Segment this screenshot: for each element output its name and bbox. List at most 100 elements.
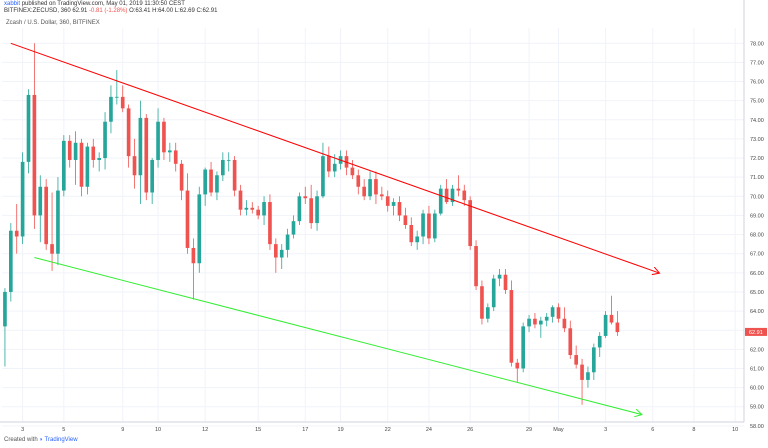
candle-body [115, 96, 119, 98]
trendline-upper [10, 42, 659, 273]
candle-body [132, 156, 137, 176]
y-tick-label: 74.00 [750, 118, 764, 124]
x-tick-label: 17 [302, 427, 308, 433]
x-tick-label: 8 [692, 427, 695, 433]
candle-body [603, 314, 608, 336]
y-tick-label: 76.00 [750, 80, 764, 86]
candle-body [120, 96, 125, 109]
candle-body [14, 230, 19, 237]
candle-body [244, 207, 249, 210]
y-tick-label: 62.00 [750, 347, 764, 353]
x-tick-label: 29 [526, 427, 532, 433]
candle-body [221, 159, 225, 176]
x-tick-label: 3 [21, 427, 24, 433]
candle-body [497, 274, 502, 279]
candle-body [321, 156, 325, 197]
candle-body [450, 188, 455, 203]
price-change: -0.81 (-1.28%) [89, 8, 128, 14]
publish-info: xabbit published on TradingView.com, May… [4, 1, 185, 7]
candle-body [150, 159, 154, 193]
candle-body [67, 140, 72, 160]
y-tick-label: 73.00 [750, 137, 764, 143]
tradingview-logo-icon: ◗ [39, 437, 43, 443]
candle-body [597, 335, 602, 348]
candle-body [85, 146, 90, 187]
candle-body [256, 209, 260, 216]
x-tick-label: 26 [467, 427, 473, 433]
x-tick-label: 6 [651, 427, 654, 433]
x-tick-label: 9 [121, 427, 124, 433]
footer-brand[interactable]: TradingView [44, 437, 78, 443]
candle-body [550, 307, 555, 317]
candle-body [374, 179, 378, 195]
candle-body [268, 202, 272, 245]
candle-body [586, 372, 590, 380]
candle-body [44, 186, 48, 245]
publish-details: published on TradingView.com, May 01, 20… [21, 1, 185, 7]
candle-body [521, 326, 525, 369]
y-tick-label: 69.00 [750, 213, 764, 219]
candle-body [138, 117, 143, 176]
y-tick-label: 60.00 [750, 386, 764, 392]
candle-body [279, 249, 284, 258]
candle-body [62, 140, 66, 191]
candle-body [20, 161, 25, 237]
candle-body [568, 328, 573, 356]
candle-body [409, 225, 414, 243]
candle-body [197, 194, 202, 264]
candle-body [173, 150, 178, 164]
candle-body [185, 190, 190, 248]
candle-body [103, 121, 107, 159]
candle-body [144, 117, 149, 193]
y-tick-label: 78.00 [750, 41, 764, 47]
candle-body [32, 94, 37, 216]
x-tick-label: 24 [426, 427, 432, 433]
candle-body [380, 194, 384, 197]
candle-body [297, 196, 302, 222]
candle-body [350, 167, 355, 176]
candle-body [168, 150, 172, 153]
author-name[interactable]: xabbit [4, 1, 21, 7]
candle-body [385, 196, 390, 206]
candle-body [544, 316, 549, 321]
y-tick-label: 58.00 [750, 424, 764, 430]
candle-body [556, 307, 561, 319]
candle-body [209, 169, 213, 193]
candle-body [421, 213, 425, 237]
candle-body [527, 318, 531, 327]
current-price: 62.91 [72, 8, 88, 14]
y-tick-label: 68.00 [750, 233, 764, 239]
candle-body [474, 246, 478, 287]
candle-body [580, 364, 584, 380]
candle-body [533, 318, 537, 325]
candle-body [250, 207, 255, 210]
candle-body [327, 156, 331, 172]
y-tick-label: 66.00 [750, 271, 764, 277]
candle-body [179, 163, 184, 191]
x-tick-label: 3 [604, 427, 607, 433]
y-tick-label: 71.00 [750, 175, 764, 181]
candle-body [503, 274, 508, 291]
candle-body [232, 159, 237, 191]
y-tick-label: 77.00 [750, 60, 764, 66]
candle-body [609, 314, 614, 323]
candle-body [291, 221, 296, 235]
chart-title: Zcash / U.S. Dollar, 360, BITFINEX [6, 20, 100, 26]
candle-body [509, 290, 514, 363]
x-tick-label: 10 [732, 427, 738, 433]
candle-body [491, 278, 496, 308]
candle-body [315, 196, 319, 224]
candle-body [462, 190, 467, 201]
candle-body [427, 213, 431, 239]
x-tick-label: 19 [338, 427, 344, 433]
last-price-tag [745, 327, 767, 336]
candle-body [262, 202, 266, 216]
candle-body [9, 230, 13, 292]
trendline-lower [34, 257, 641, 415]
candle-body [615, 322, 620, 333]
x-tick-label: 10 [155, 427, 161, 433]
y-tick-label: 72.00 [750, 156, 764, 162]
ohlc-values: O:63.41 H:64.00 L:62.69 C:62.91 [129, 8, 218, 14]
x-tick-label: 22 [385, 427, 391, 433]
